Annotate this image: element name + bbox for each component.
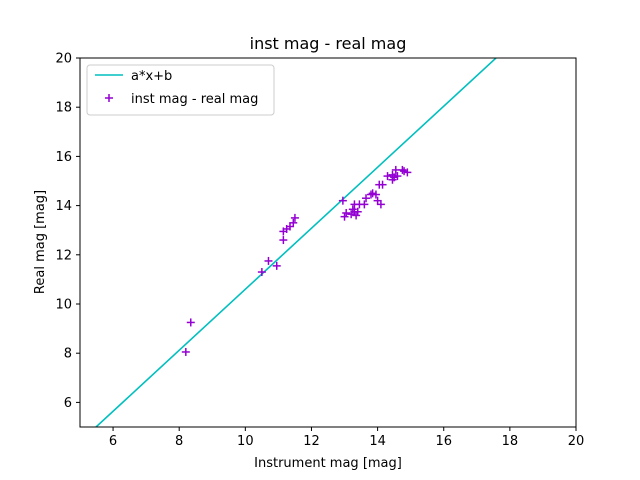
y-tick-label: 12	[55, 248, 72, 263]
x-tick-label: 12	[303, 434, 320, 449]
data-point	[181, 347, 190, 356]
x-tick-label: 10	[237, 434, 254, 449]
data-point	[289, 218, 298, 227]
y-axis-label: Real mag [mag]	[33, 190, 48, 294]
data-point	[403, 168, 412, 177]
data-point	[371, 190, 380, 199]
data-point	[352, 211, 361, 220]
data-point	[272, 261, 281, 270]
legend-box	[86, 64, 275, 116]
x-tick-label: 18	[502, 434, 519, 449]
x-tick-label: 16	[435, 434, 452, 449]
fit-line	[94, 58, 498, 427]
data-point	[264, 256, 273, 265]
y-tick-label: 8	[64, 347, 72, 362]
legend-scatter-label: inst mag - real mag	[131, 92, 258, 107]
x-axis-ticks: 6 8 10 12 14 16 18 20	[109, 427, 584, 449]
data-point	[257, 268, 266, 277]
y-axis-ticks: 6 8 10 12 14 16 18 20	[55, 52, 80, 411]
y-tick-label: 6	[64, 396, 72, 411]
legend-fit-line-label: a*x+b	[131, 69, 172, 84]
data-point	[338, 196, 347, 205]
x-tick-label: 6	[109, 434, 117, 449]
data-point	[393, 172, 402, 181]
chart-title: inst mag - real mag	[250, 34, 407, 53]
y-tick-label: 18	[55, 101, 72, 116]
legend-marker-glyph	[105, 94, 113, 102]
legend-scatter-marker	[105, 94, 113, 102]
data-point	[353, 207, 362, 216]
fit-line-layer	[94, 58, 498, 427]
x-axis-label: Instrument mag [mag]	[254, 456, 402, 471]
data-point	[398, 165, 407, 174]
data-point	[290, 213, 299, 222]
data-point	[342, 208, 351, 217]
data-points-layer	[181, 165, 412, 356]
data-point	[186, 318, 195, 327]
data-point	[340, 212, 349, 221]
data-point	[383, 172, 392, 181]
data-point	[279, 236, 288, 245]
y-tick-label: 20	[55, 52, 72, 67]
y-tick-label: 16	[55, 150, 72, 165]
y-tick-label: 10	[55, 298, 72, 313]
x-tick-label: 20	[568, 434, 585, 449]
data-point	[378, 180, 387, 189]
data-point	[362, 194, 371, 203]
data-point	[376, 200, 385, 209]
x-tick-label: 8	[175, 434, 183, 449]
legend: a*x+b inst mag - real mag	[86, 64, 275, 116]
data-point	[360, 200, 369, 209]
y-tick-label: 14	[55, 199, 72, 214]
x-tick-label: 14	[369, 434, 386, 449]
plot-frame	[79, 57, 577, 428]
